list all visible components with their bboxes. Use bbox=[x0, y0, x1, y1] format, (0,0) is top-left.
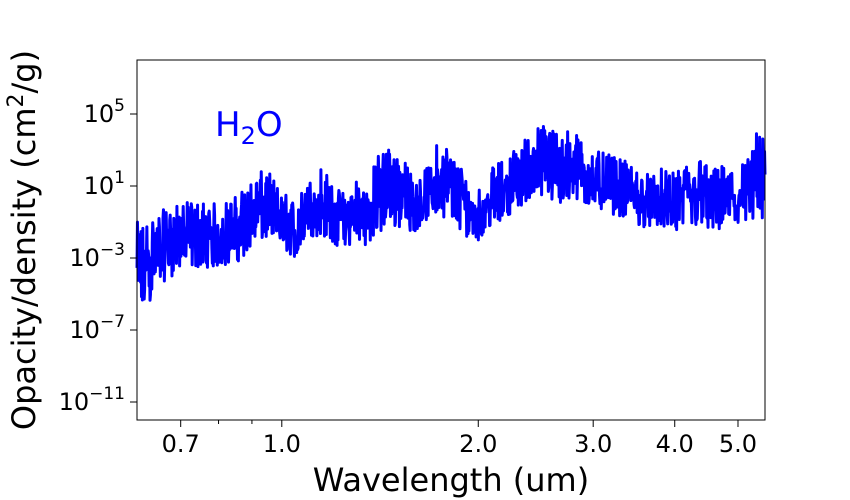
x-tick-label: 3.0 bbox=[574, 430, 612, 458]
x-tick-label: 5.0 bbox=[719, 430, 757, 458]
y-tick-label: 10−3 bbox=[69, 240, 125, 272]
y-ticks: 105 101 10−3 10−7 10−11 bbox=[59, 96, 137, 416]
y-tick-label: 105 bbox=[84, 96, 125, 128]
x-ticks: 0.7 1.0 2.0 3.0 4.0 5.0 bbox=[162, 420, 757, 458]
x-tick-label: 2.0 bbox=[459, 430, 497, 458]
x-axis-label: Wavelength (um) bbox=[313, 461, 589, 499]
series-layer bbox=[135, 125, 767, 302]
y-tick-label: 10−11 bbox=[59, 384, 125, 416]
y-tick-label: 10−7 bbox=[69, 312, 125, 344]
y-axis-label: Opacity/density (cm2/g) bbox=[4, 50, 43, 430]
x-tick-label: 4.0 bbox=[656, 430, 694, 458]
series-line-0 bbox=[135, 125, 767, 302]
annotation-label: H2O bbox=[215, 105, 283, 150]
plot-frame bbox=[136, 59, 766, 421]
y-tick-label: 101 bbox=[84, 168, 125, 200]
x-tick-label: 1.0 bbox=[263, 430, 301, 458]
x-tick-label: 0.7 bbox=[162, 430, 200, 458]
